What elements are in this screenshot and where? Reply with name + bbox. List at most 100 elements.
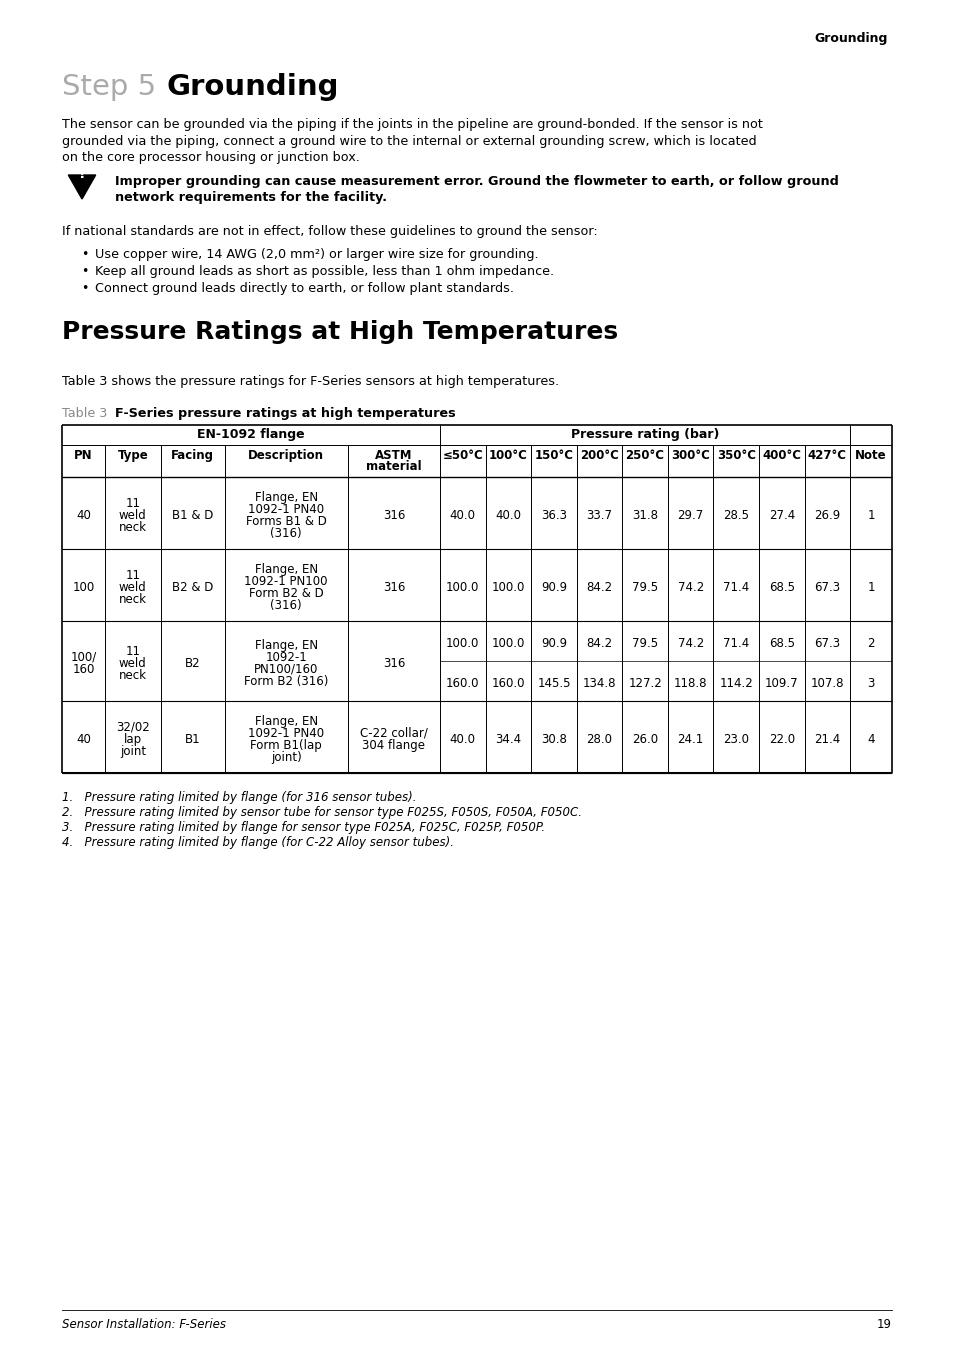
- Text: 100.0: 100.0: [491, 637, 524, 649]
- Text: Pressure Ratings at High Temperatures: Pressure Ratings at High Temperatures: [62, 320, 618, 344]
- Text: 100.0: 100.0: [491, 580, 524, 594]
- Text: 1092-1: 1092-1: [265, 651, 307, 664]
- Text: 30.8: 30.8: [540, 733, 566, 747]
- Text: Improper grounding can cause measurement error. Ground the flowmeter to earth, o: Improper grounding can cause measurement…: [115, 176, 838, 188]
- Text: 2.   Pressure rating limited by sensor tube for sensor type F025S, F050S, F050A,: 2. Pressure rating limited by sensor tub…: [62, 806, 581, 819]
- Text: 27.4: 27.4: [768, 509, 794, 522]
- Text: 40.0: 40.0: [450, 733, 476, 747]
- Text: 427°C: 427°C: [807, 450, 846, 462]
- Text: Grounding: Grounding: [167, 73, 339, 101]
- Text: Description: Description: [248, 450, 324, 462]
- Text: 26.9: 26.9: [813, 509, 840, 522]
- Text: •: •: [81, 248, 89, 261]
- Text: 79.5: 79.5: [632, 637, 658, 649]
- Text: Grounding: Grounding: [814, 32, 887, 45]
- Text: Use copper wire, 14 AWG (2,0 mm²) or larger wire size for grounding.: Use copper wire, 14 AWG (2,0 mm²) or lar…: [95, 248, 538, 261]
- Text: 100°C: 100°C: [489, 450, 527, 462]
- Text: ASTM: ASTM: [375, 450, 413, 462]
- Text: 4: 4: [866, 733, 874, 747]
- Text: 100/: 100/: [71, 651, 96, 664]
- Text: 84.2: 84.2: [586, 580, 612, 594]
- Text: 36.3: 36.3: [540, 509, 566, 522]
- Text: 3.   Pressure rating limited by flange for sensor type F025A, F025C, F025P, F050: 3. Pressure rating limited by flange for…: [62, 821, 544, 834]
- Text: 109.7: 109.7: [764, 676, 798, 690]
- Text: 67.3: 67.3: [814, 637, 840, 649]
- Text: Flange, EN: Flange, EN: [254, 491, 317, 504]
- Text: 300°C: 300°C: [671, 450, 709, 462]
- Text: 84.2: 84.2: [586, 637, 612, 649]
- Text: 90.9: 90.9: [540, 580, 566, 594]
- Text: 19: 19: [876, 1318, 891, 1331]
- Text: EN-1092 flange: EN-1092 flange: [197, 428, 305, 441]
- Text: Forms B1 & D: Forms B1 & D: [246, 514, 326, 528]
- Text: (316): (316): [270, 599, 301, 612]
- Text: If national standards are not in effect, follow these guidelines to ground the s: If national standards are not in effect,…: [62, 225, 598, 238]
- Text: 74.2: 74.2: [677, 637, 703, 649]
- Text: neck: neck: [119, 670, 147, 682]
- Text: 40.0: 40.0: [450, 509, 476, 522]
- Text: 100: 100: [72, 580, 94, 594]
- Text: Flange, EN: Flange, EN: [254, 716, 317, 728]
- Text: 134.8: 134.8: [582, 676, 616, 690]
- Text: on the core processor housing or junction box.: on the core processor housing or junctio…: [62, 151, 359, 163]
- Text: weld: weld: [119, 580, 147, 594]
- Text: material: material: [366, 460, 421, 472]
- Text: 90.9: 90.9: [540, 637, 566, 649]
- Text: 26.0: 26.0: [632, 733, 658, 747]
- Text: The sensor can be grounded via the piping if the joints in the pipeline are grou: The sensor can be grounded via the pipin…: [62, 117, 762, 131]
- Text: 304 flange: 304 flange: [362, 738, 425, 752]
- Text: 32/02: 32/02: [116, 721, 150, 734]
- Text: 145.5: 145.5: [537, 676, 570, 690]
- Text: 316: 316: [382, 580, 405, 594]
- Text: 11: 11: [125, 497, 140, 510]
- Text: •: •: [81, 265, 89, 278]
- Text: Flange, EN: Flange, EN: [254, 639, 317, 652]
- Text: 1092-1 PN40: 1092-1 PN40: [248, 728, 324, 740]
- Text: weld: weld: [119, 509, 147, 522]
- Text: Pressure rating (bar): Pressure rating (bar): [570, 428, 719, 441]
- Text: 107.8: 107.8: [810, 676, 843, 690]
- Text: 31.8: 31.8: [632, 509, 658, 522]
- Text: 67.3: 67.3: [814, 580, 840, 594]
- Text: 250°C: 250°C: [625, 450, 664, 462]
- Text: weld: weld: [119, 657, 147, 670]
- Text: Table 3 shows the pressure ratings for F-Series sensors at high temperatures.: Table 3 shows the pressure ratings for F…: [62, 375, 558, 387]
- Text: 68.5: 68.5: [768, 580, 794, 594]
- Text: 1092-1 PN40: 1092-1 PN40: [248, 504, 324, 516]
- Text: (316): (316): [270, 526, 301, 540]
- Text: joint): joint): [271, 751, 301, 764]
- Text: lap: lap: [124, 733, 142, 747]
- Text: 22.0: 22.0: [768, 733, 794, 747]
- Text: ≤50°C: ≤50°C: [442, 450, 483, 462]
- Text: F-Series pressure ratings at high temperatures: F-Series pressure ratings at high temper…: [115, 406, 456, 420]
- Text: 160.0: 160.0: [446, 676, 479, 690]
- Text: 23.0: 23.0: [722, 733, 748, 747]
- Text: 79.5: 79.5: [632, 580, 658, 594]
- Text: 40: 40: [76, 509, 91, 522]
- Text: B1: B1: [185, 733, 200, 747]
- Text: C-22 collar/: C-22 collar/: [359, 728, 427, 740]
- Text: 34.4: 34.4: [495, 733, 521, 747]
- Text: network requirements for the facility.: network requirements for the facility.: [115, 190, 387, 204]
- Text: 3: 3: [866, 676, 874, 690]
- Text: B2 & D: B2 & D: [172, 580, 213, 594]
- Polygon shape: [69, 176, 95, 198]
- Text: Facing: Facing: [171, 450, 213, 462]
- Text: 24.1: 24.1: [677, 733, 703, 747]
- Text: 2: 2: [866, 637, 874, 649]
- Text: Step 5: Step 5: [62, 73, 156, 101]
- Text: 28.0: 28.0: [586, 733, 612, 747]
- Text: 68.5: 68.5: [768, 637, 794, 649]
- Text: Table 3: Table 3: [62, 406, 108, 420]
- Text: 1092-1 PN100: 1092-1 PN100: [244, 575, 328, 589]
- Text: 1: 1: [866, 580, 874, 594]
- Text: 160: 160: [72, 663, 94, 676]
- Text: 316: 316: [382, 509, 405, 522]
- Text: Keep all ground leads as short as possible, less than 1 ohm impedance.: Keep all ground leads as short as possib…: [95, 265, 554, 278]
- Text: 33.7: 33.7: [586, 509, 612, 522]
- Text: Connect ground leads directly to earth, or follow plant standards.: Connect ground leads directly to earth, …: [95, 282, 514, 296]
- Text: 160.0: 160.0: [491, 676, 524, 690]
- Text: neck: neck: [119, 521, 147, 535]
- Text: Flange, EN: Flange, EN: [254, 563, 317, 576]
- Text: 1: 1: [866, 509, 874, 522]
